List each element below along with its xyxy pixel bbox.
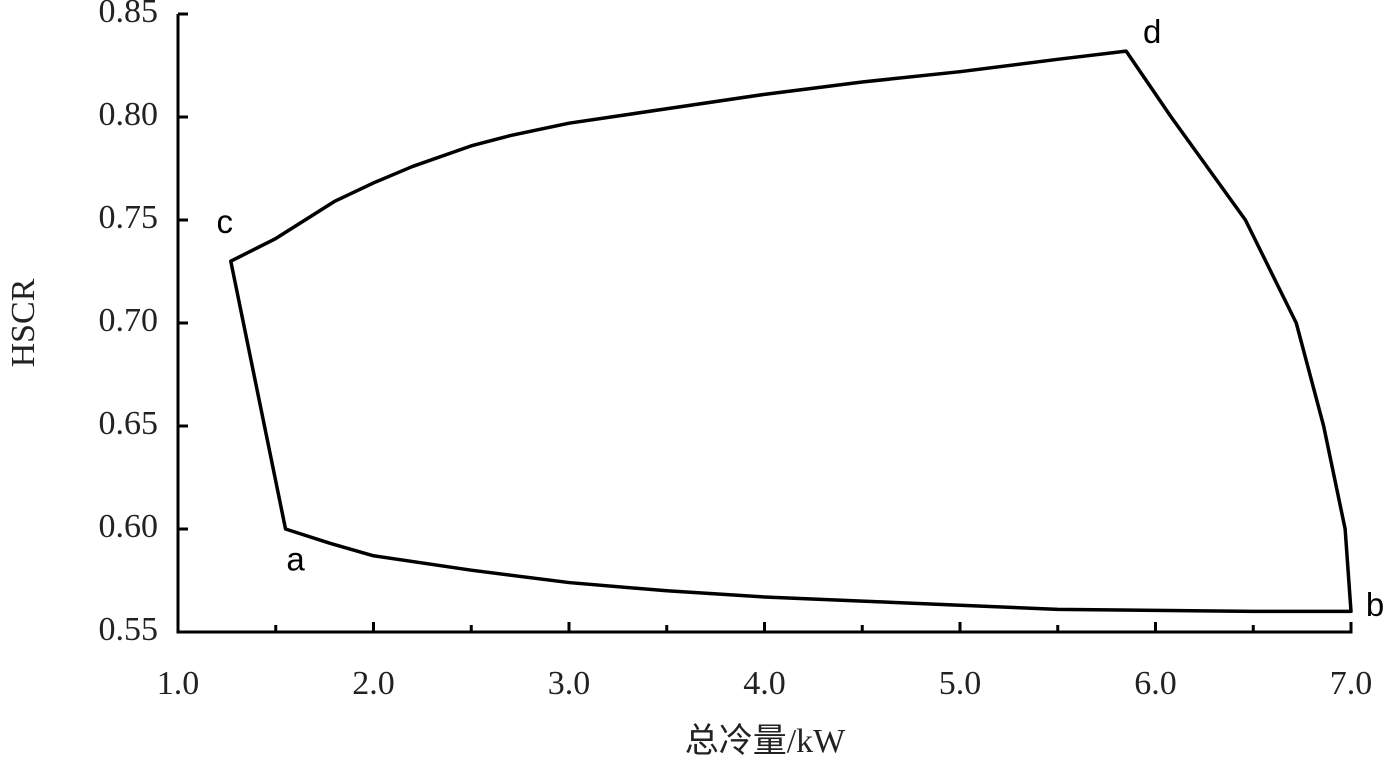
y-tick-label: 0.70 (99, 302, 159, 339)
x-tick-label: 2.0 (352, 665, 395, 702)
x-axis-label: 总冷量/kW (685, 722, 846, 760)
y-tick-label: 0.85 (99, 0, 159, 30)
x-tick-label: 1.0 (157, 665, 200, 702)
point-label: a (286, 541, 305, 578)
point-label: b (1366, 586, 1384, 623)
y-tick-label: 0.75 (99, 199, 159, 236)
y-tick-label: 0.60 (99, 508, 159, 545)
y-tick-label: 0.65 (99, 405, 159, 442)
y-tick-label: 0.55 (99, 611, 159, 648)
y-axis-label: HSCR (5, 278, 42, 367)
point-label: c (217, 203, 234, 240)
boundary-line (229, 49, 1353, 614)
x-tick-label: 5.0 (939, 665, 982, 702)
x-tick-label: 4.0 (743, 665, 786, 702)
y-tick-label: 0.80 (99, 96, 159, 133)
x-tick-label: 3.0 (548, 665, 591, 702)
x-tick-label: 7.0 (1330, 665, 1373, 702)
point-label: d (1143, 13, 1161, 50)
x-tick-label: 6.0 (1134, 665, 1177, 702)
